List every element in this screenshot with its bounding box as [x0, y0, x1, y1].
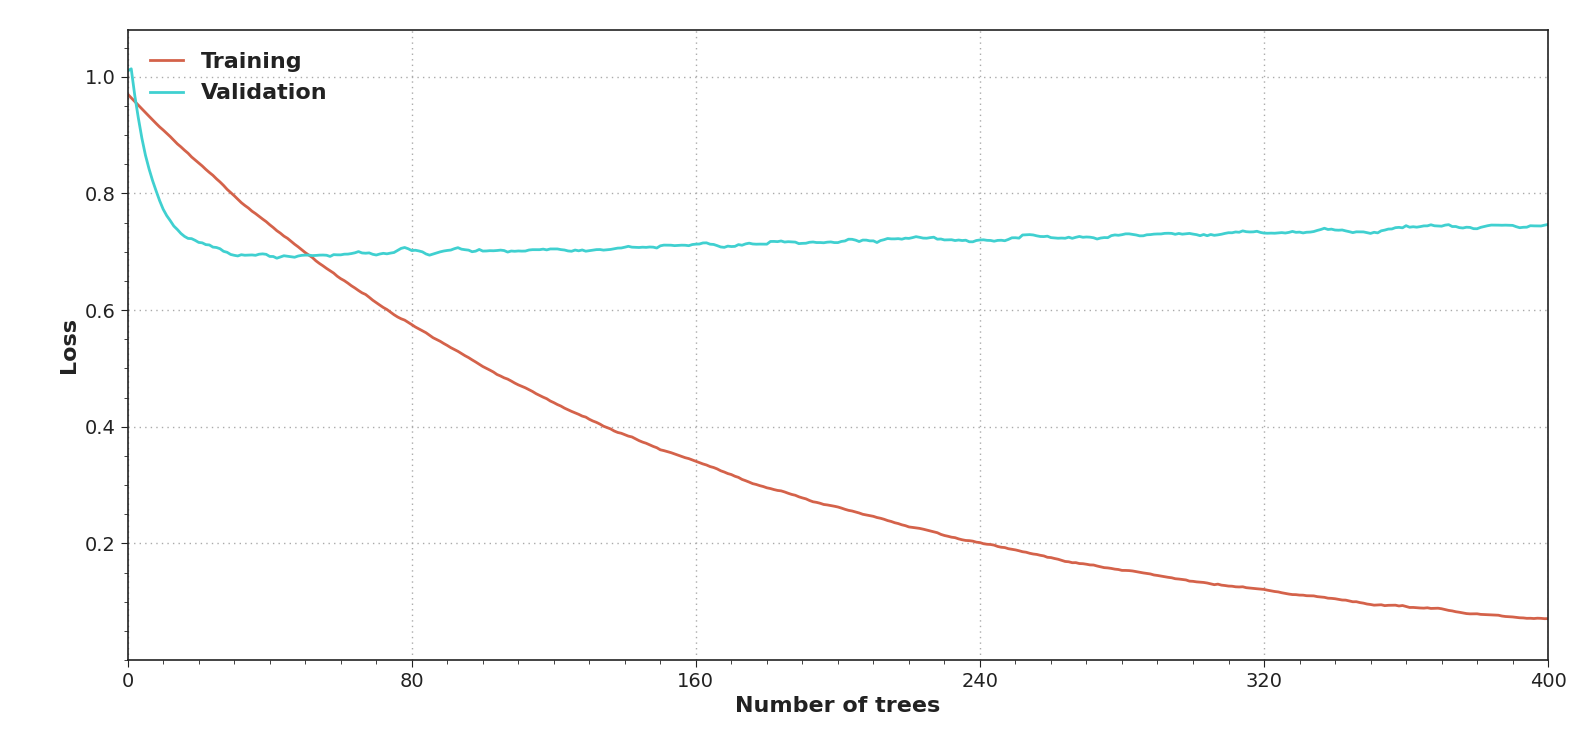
Validation	[1031, 232, 1050, 241]
Validation	[637, 243, 656, 252]
Validation	[1539, 220, 1558, 229]
Line: Training: Training	[128, 94, 1548, 619]
Validation	[310, 251, 329, 260]
Legend: Training, Validation: Training, Validation	[139, 41, 338, 115]
Line: Validation: Validation	[128, 69, 1548, 258]
X-axis label: Number of trees: Number of trees	[736, 696, 940, 716]
Validation	[1165, 230, 1184, 238]
Y-axis label: Loss: Loss	[59, 317, 80, 373]
Training	[1023, 550, 1042, 559]
Training	[118, 90, 137, 99]
Validation	[903, 233, 922, 242]
Training	[832, 503, 851, 512]
Training	[629, 436, 648, 445]
Validation	[267, 254, 286, 262]
Training	[1159, 573, 1178, 582]
Validation	[118, 66, 137, 75]
Training	[895, 521, 915, 530]
Training	[1539, 614, 1558, 623]
Training	[1535, 614, 1555, 623]
Training	[303, 253, 322, 262]
Validation	[121, 64, 140, 74]
Validation	[839, 235, 859, 244]
